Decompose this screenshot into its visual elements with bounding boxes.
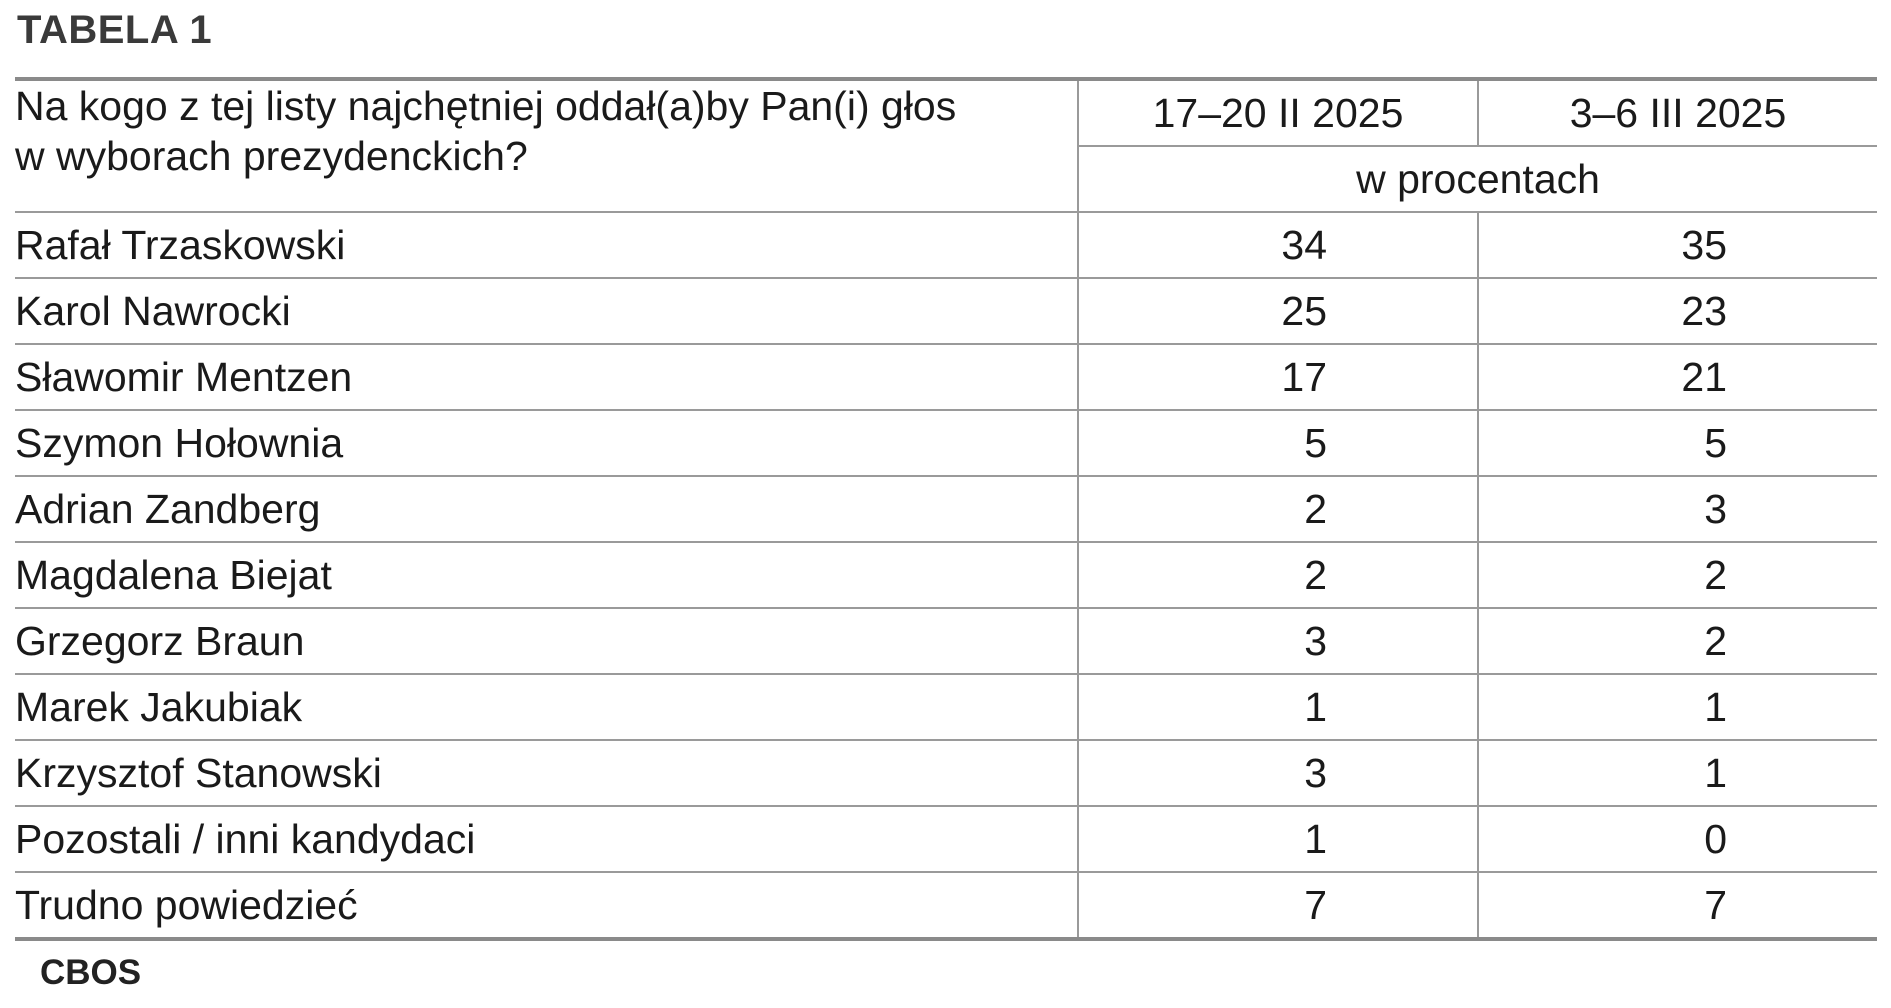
value-cell-feb: 1 [1077, 673, 1478, 740]
period-header-mar: 3–6 III 2025 [1477, 79, 1877, 146]
value-cell-feb: 17 [1077, 343, 1478, 410]
table-row: Sławomir Mentzen 17 21 [15, 343, 1877, 410]
percent-value-feb: 1 [1304, 815, 1327, 862]
candidate-name: Rafał Trzaskowski [15, 211, 1078, 278]
poll-table: Na kogo z tej listy najchętniej oddał(a)… [15, 77, 1877, 941]
value-cell-feb: 5 [1077, 409, 1478, 476]
value-cell-feb: 2 [1077, 541, 1478, 608]
question-header: Na kogo z tej listy najchętniej oddał(a)… [15, 79, 1078, 212]
table-row: Grzegorz Braun 3 2 [15, 607, 1877, 674]
value-cell-mar: 7 [1477, 871, 1877, 939]
candidate-name: Pozostali / inni kandydaci [15, 805, 1078, 872]
value-cell-feb: 7 [1077, 871, 1478, 939]
value-cell-feb: 3 [1077, 607, 1478, 674]
value-cell-mar: 5 [1477, 409, 1877, 476]
percent-value-mar: 23 [1681, 287, 1727, 334]
percent-value-mar: 35 [1681, 221, 1727, 268]
value-cell-mar: 2 [1477, 607, 1877, 674]
value-cell-feb: 3 [1077, 739, 1478, 806]
candidate-name: Adrian Zandberg [15, 475, 1078, 542]
percent-value-feb: 17 [1281, 353, 1327, 400]
percent-value-mar: 2 [1704, 551, 1727, 598]
value-cell-feb: 25 [1077, 277, 1478, 344]
percent-value-feb: 1 [1304, 683, 1327, 730]
percent-value-mar: 2 [1704, 617, 1727, 664]
candidate-name: Karol Nawrocki [15, 277, 1078, 344]
value-cell-feb: 2 [1077, 475, 1478, 542]
candidate-name: Magdalena Biejat [15, 541, 1078, 608]
candidate-name: Trudno powiedzieć [15, 871, 1078, 939]
value-cell-mar: 2 [1477, 541, 1877, 608]
percent-value-feb: 25 [1281, 287, 1327, 334]
source-label: CBOS [40, 953, 142, 992]
value-cell-mar: 0 [1477, 805, 1877, 872]
percent-value-feb: 3 [1304, 617, 1327, 664]
table-row: Trudno powiedzieć 7 7 [15, 871, 1877, 939]
question-line-2: w wyborach prezydenckich? [15, 133, 528, 179]
value-cell-mar: 21 [1477, 343, 1877, 410]
table-row: Magdalena Biejat 2 2 [15, 541, 1877, 608]
value-cell-feb: 34 [1077, 211, 1478, 278]
table-row: Krzysztof Stanowski 3 1 [15, 739, 1877, 806]
unit-header: w procentach [1077, 145, 1877, 212]
question-line-1: Na kogo z tej listy najchętniej oddał(a)… [15, 83, 957, 129]
candidate-name: Grzegorz Braun [15, 607, 1078, 674]
value-cell-feb: 1 [1077, 805, 1478, 872]
percent-value-mar: 5 [1704, 419, 1727, 466]
candidate-name: Sławomir Mentzen [15, 343, 1078, 410]
candidate-name: Marek Jakubiak [15, 673, 1078, 740]
table-row: Rafał Trzaskowski 34 35 [15, 211, 1877, 278]
value-cell-mar: 23 [1477, 277, 1877, 344]
table-row: Karol Nawrocki 25 23 [15, 277, 1877, 344]
percent-value-mar: 3 [1704, 485, 1727, 532]
percent-value-feb: 5 [1304, 419, 1327, 466]
table-row: Szymon Hołownia 5 5 [15, 409, 1877, 476]
candidate-name: Szymon Hołownia [15, 409, 1078, 476]
value-cell-mar: 3 [1477, 475, 1877, 542]
value-cell-mar: 35 [1477, 211, 1877, 278]
percent-value-feb: 7 [1304, 881, 1327, 928]
table-body: Rafał Trzaskowski 34 35 Karol Nawrocki 25 23 S… [15, 211, 1877, 939]
table-header: Na kogo z tej listy najchętniej oddał(a)… [15, 79, 1877, 212]
period-header-feb: 17–20 II 2025 [1077, 79, 1478, 146]
value-cell-mar: 1 [1477, 739, 1877, 806]
percent-value-feb: 2 [1304, 485, 1327, 532]
value-cell-mar: 1 [1477, 673, 1877, 740]
table-title: TABELA 1 [17, 8, 213, 52]
percent-value-feb: 34 [1281, 221, 1327, 268]
table-row: Pozostali / inni kandydaci 1 0 [15, 805, 1877, 872]
percent-value-mar: 7 [1704, 881, 1727, 928]
percent-value-mar: 1 [1704, 749, 1727, 796]
table-row: Adrian Zandberg 2 3 [15, 475, 1877, 542]
percent-value-feb: 3 [1304, 749, 1327, 796]
percent-value-mar: 1 [1704, 683, 1727, 730]
percent-value-mar: 21 [1681, 353, 1727, 400]
percent-value-feb: 2 [1304, 551, 1327, 598]
percent-value-mar: 0 [1704, 815, 1727, 862]
table-row: Marek Jakubiak 1 1 [15, 673, 1877, 740]
candidate-name: Krzysztof Stanowski [15, 739, 1078, 806]
